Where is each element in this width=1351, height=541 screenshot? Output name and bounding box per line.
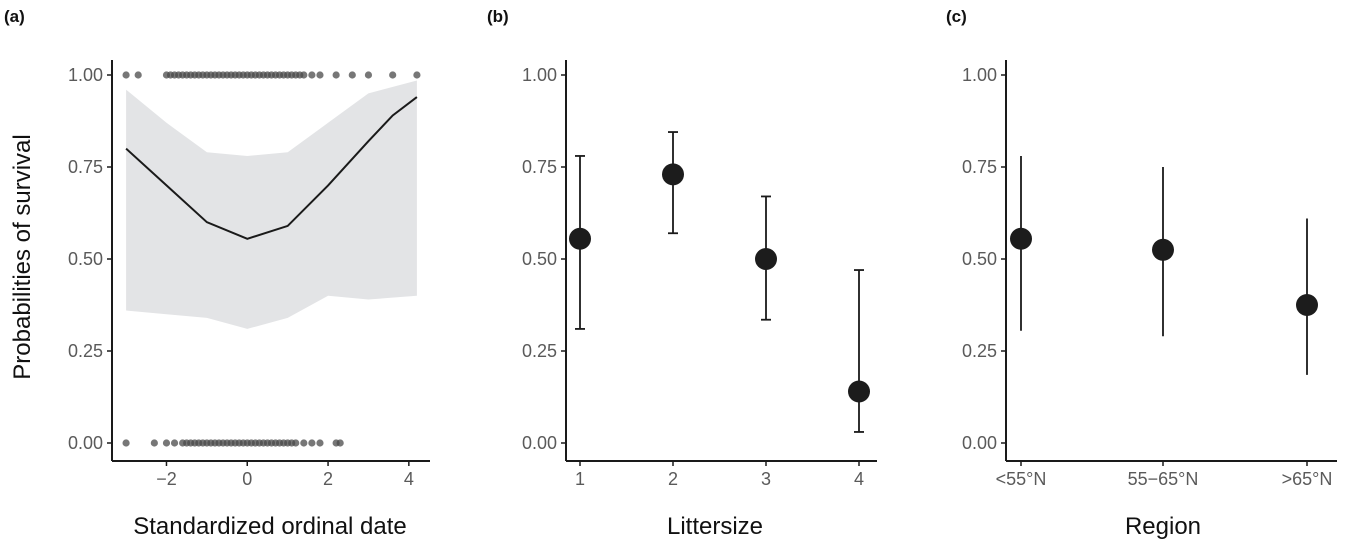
panel-b-y-tick-label: 0.50 <box>522 249 557 269</box>
panel-a-died-point <box>316 439 324 447</box>
panel-a-y-tick-label: 0.50 <box>68 249 103 269</box>
panel-b-x-tick-label: 3 <box>761 469 771 489</box>
panel-a-died-point <box>162 439 171 447</box>
panel-c-y-tick-label: 0.25 <box>962 341 997 361</box>
panel-a-axes: 0.00 0.25 0.50 0.75 1.00 −2 0 2 4 <box>68 60 430 489</box>
panel-b-estimate-point <box>662 163 684 186</box>
panel-a-survived-point <box>316 71 324 79</box>
panel-b-marks-layer <box>569 131 870 433</box>
panel-a-tag: (a) <box>4 7 25 26</box>
panel-c-x-tick-label: 55−65°N <box>1128 469 1199 489</box>
panel-c-axes: 0.00 0.25 0.50 0.75 1.00 <55°N 55−65°N >65°N <box>962 60 1337 489</box>
panel-b-y-tick-label: 0.25 <box>522 341 557 361</box>
panel-a-died-point <box>308 439 316 447</box>
panel-a-ordinal-date: (a) Probabilities of survival Standardiz… <box>4 7 430 540</box>
panel-c-x-tick-label: <55°N <box>996 469 1047 489</box>
panel-a-died-point <box>150 439 158 447</box>
panel-b-x-tick-label: 1 <box>575 469 585 489</box>
panel-c-x-axis-title: Region <box>1125 513 1201 540</box>
panel-c-estimate-point <box>1010 227 1032 250</box>
panel-c-estimate-point <box>1152 238 1174 261</box>
panel-a-confidence-ribbon <box>126 80 417 329</box>
panel-c-x-tick-label: >65°N <box>1282 469 1333 489</box>
panel-a-x-tick-label: 0 <box>242 469 252 489</box>
panel-a-died-point <box>170 439 179 447</box>
panel-c-y-tick-label: 1.00 <box>962 65 997 85</box>
panel-a-died-point <box>336 439 344 447</box>
panel-b-estimate-point <box>848 380 870 403</box>
panel-b-x-tick-label: 4 <box>854 469 864 489</box>
panel-a-ribbon-layer <box>126 80 417 329</box>
panel-a-survived-point <box>308 71 316 79</box>
panel-a-y-tick-label: 1.00 <box>68 65 103 85</box>
panel-b-tag: (b) <box>487 7 509 26</box>
panel-c-tag: (c) <box>946 7 967 26</box>
panel-a-died-point <box>122 439 130 447</box>
panel-b-littersize: (b) Littersize 0.00 0.25 0.50 0.75 1.00 1 2 3 4 <box>487 7 877 540</box>
panel-a-x-tick-label: 4 <box>404 469 414 489</box>
panel-b-y-tick-label: 0.75 <box>522 157 557 177</box>
panel-a-y-tick-label: 0.00 <box>68 433 103 453</box>
panel-c-y-tick-label: 0.75 <box>962 157 997 177</box>
panel-a-survived-point <box>348 71 356 79</box>
panel-a-survived-point <box>332 71 340 79</box>
panel-a-survived-point <box>122 71 130 79</box>
panel-a-survived-point <box>389 71 397 79</box>
panel-a-y-tick-label: 0.75 <box>68 157 103 177</box>
panel-c-marks-layer <box>1010 155 1318 375</box>
panel-a-y-axis-title: Probabilities of survival <box>9 134 36 379</box>
panel-a-points-layer <box>122 71 421 447</box>
panel-c-y-tick-label: 0.00 <box>962 433 997 453</box>
panel-a-fit-line <box>125 96 418 240</box>
panel-c-y-tick-label: 0.50 <box>962 249 997 269</box>
panel-b-axes: 0.00 0.25 0.50 0.75 1.00 1 2 3 4 <box>522 60 877 489</box>
panel-a-survived-point <box>183 71 191 79</box>
panel-a-survived-point <box>413 71 421 79</box>
panel-a-died-point <box>300 439 308 447</box>
panel-b-y-tick-label: 0.00 <box>522 433 557 453</box>
panel-b-x-axis-title: Littersize <box>667 513 763 540</box>
panel-a-survived-point <box>174 71 183 79</box>
panel-a-x-axis-title: Standardized ordinal date <box>133 513 407 540</box>
panel-b-estimate-point <box>755 248 777 270</box>
panel-a-died-point <box>292 439 300 447</box>
panel-b-x-tick-label: 2 <box>668 469 678 489</box>
panel-b-y-tick-label: 1.00 <box>522 65 557 85</box>
panel-a-survived-point <box>300 71 308 79</box>
panel-c-estimate-point <box>1296 294 1318 316</box>
panel-a-survived-point <box>364 71 373 79</box>
panel-c-region: (c) Region 0.00 0.25 0.50 0.75 1.00 <55°N 55−6… <box>946 7 1337 540</box>
panel-a-survived-point <box>134 71 142 79</box>
panel-a-x-tick-label: 2 <box>323 469 333 489</box>
panel-b-estimate-point <box>569 227 591 250</box>
panel-a-y-tick-label: 0.25 <box>68 341 103 361</box>
panel-a-x-tick-label: −2 <box>156 469 177 489</box>
panel-a-line-layer <box>125 96 418 240</box>
